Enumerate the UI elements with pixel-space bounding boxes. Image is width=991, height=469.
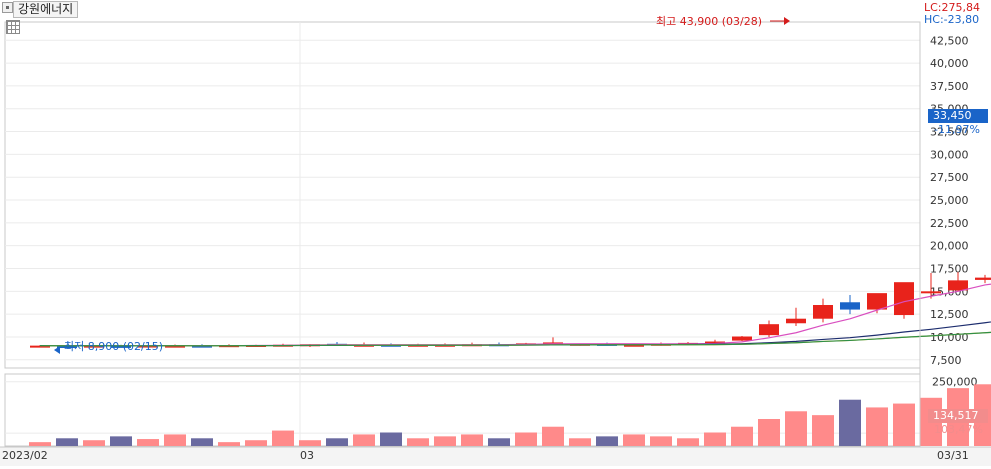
volume-tick-label: 250,000 [932,376,978,389]
candle-body [624,344,644,347]
candle-body [786,318,806,324]
volume-bar [164,434,186,446]
last-change: -11,97% [934,123,980,136]
volume-bar [542,426,564,446]
price-tick-label: 25,000 [930,194,969,207]
volume-bar [488,438,510,446]
hc-indicator: HC:-23,80 [924,13,980,26]
price-tick-label: 42,500 [930,34,969,47]
volume-bar [299,440,321,446]
candle-body [867,293,887,310]
volume-bar [29,442,51,446]
volume-bar [137,439,159,446]
lc-indicator: LC:275,84 [924,1,981,14]
candle-body [840,302,860,310]
stock-title[interactable]: 강원에너지 [13,1,79,18]
volume-badge: 134,517 [928,409,988,423]
volume-bar [677,438,699,446]
candle-body [975,277,991,280]
last-price-badge: 33,450 [928,109,988,123]
candle-body [138,345,158,348]
volume-bar [218,442,240,446]
price-tick-label: 22,500 [930,217,969,230]
price-tick-label: 37,500 [930,80,969,93]
volume-bar [83,440,105,446]
volume-bar [110,436,132,446]
volume-bar [191,438,213,446]
volume-bar [704,432,726,446]
candle-body [192,345,212,348]
price-panel [4,21,921,369]
candle-body [111,345,131,348]
price-tick-label: 17,500 [930,262,969,275]
volume-bar [326,438,348,446]
volume-bar [758,419,780,446]
volume-bar [866,407,888,446]
volume-bar [407,438,429,446]
volume-bar [569,438,591,446]
x-label-month: 03 [300,449,314,462]
volume-bar [893,403,915,446]
candle-body [813,305,833,319]
ma120-line [39,331,991,347]
low-arrow-head [54,346,60,354]
volume-bar [596,436,618,446]
volume-bar [515,432,537,446]
candle-body [57,345,77,348]
volume-bar [731,426,753,446]
volume-bar [812,415,834,446]
candle-body [30,345,50,348]
candle-body [894,282,914,316]
volume-bar [434,436,456,446]
volume-bar [353,434,375,446]
volume-bar [272,430,294,446]
volume-bar [380,432,402,446]
low-annotation: 최저 8,900 (02/15) [64,340,163,353]
price-tick-label: 12,500 [930,308,969,321]
x-label-start: 2023/02 [2,449,48,462]
grid-icon[interactable] [6,20,20,34]
volume-bar [461,434,483,446]
time-axis-bg [0,447,991,466]
volume-bar [245,440,267,446]
chart-menu-icon[interactable] [2,2,13,13]
high-annotation: 최고 43,900 (03/28) [656,15,762,28]
volume-change: 103,47% [934,423,983,436]
price-tick-label: 7,500 [930,354,962,367]
candle-body [948,280,968,291]
volume-bar [56,438,78,446]
high-arrow-head [784,17,790,25]
volume-bar [623,434,645,446]
volume-bar [650,436,672,446]
price-tick-label: 10,000 [930,331,969,344]
candle-body [732,336,752,341]
candle-body [759,324,779,336]
candle-body [84,345,104,348]
price-tick-label: 27,500 [930,171,969,184]
price-tick-label: 30,000 [930,148,969,161]
volume-bar [785,411,807,446]
x-label-end: 03/31 [937,449,969,462]
candle-body [705,341,725,344]
price-tick-label: 32,500 [930,126,969,139]
volume-bar [839,399,861,446]
price-tick-label: 20,000 [930,240,969,253]
candle-body [921,291,941,294]
candle-body [165,345,185,348]
price-tick-label: 40,000 [930,57,969,70]
